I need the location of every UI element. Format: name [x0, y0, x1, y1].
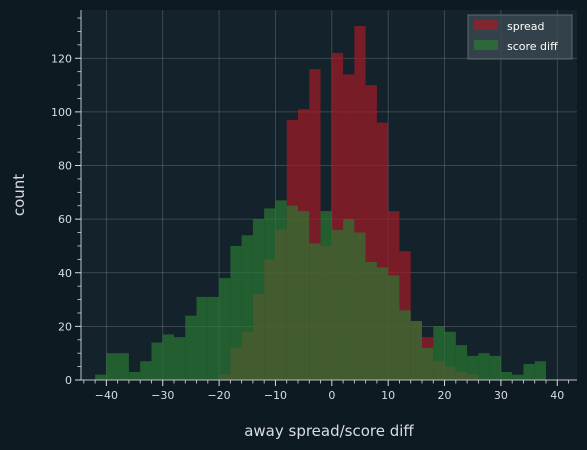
score-diff-bar: [275, 200, 287, 380]
score-diff-bar: [512, 374, 524, 380]
x-tick-label: 10: [381, 389, 395, 402]
y-tick-label: 20: [58, 320, 72, 333]
score-diff-bar: [185, 315, 197, 380]
x-tick-label: 0: [328, 389, 335, 402]
score-diff-bar: [455, 345, 468, 380]
x-tick-label: −40: [95, 389, 118, 402]
spread-bar: [331, 52, 344, 380]
score-diff-bar: [467, 355, 479, 380]
x-tick-label: 20: [438, 389, 452, 402]
y-tick-label: 40: [58, 267, 72, 280]
tick-marks: −40 −30 −20 −10 0 10 20 30 40 0 20 40 60 80 100 120: [51, 17, 569, 402]
score-diff-bar: [388, 275, 400, 380]
y-tick-label: 120: [51, 52, 72, 65]
x-tick-label: −10: [264, 389, 287, 402]
x-tick-label: 40: [550, 389, 564, 402]
score-diff-bar: [95, 374, 107, 380]
score-diff-bar: [264, 208, 276, 380]
score-diff-bar: [241, 235, 253, 380]
spread-bar: [365, 85, 377, 381]
score-diff-bar: [140, 361, 152, 380]
y-tick-label: 100: [51, 106, 72, 119]
score-diff-bars: [95, 200, 546, 380]
score-diff-bar: [162, 334, 174, 380]
score-diff-bar: [230, 245, 242, 380]
score-diff-bar: [410, 321, 422, 380]
score-diff-bar: [433, 326, 445, 380]
score-diff-bar: [298, 211, 310, 380]
score-diff-bar: [444, 331, 456, 380]
spread-bar: [354, 26, 366, 381]
x-tick-label: −20: [207, 389, 230, 402]
legend-swatch-score-diff: [474, 40, 498, 50]
score-diff-bar: [376, 267, 389, 380]
score-diff-bar: [534, 361, 546, 380]
x-axis-label: away spread/score diff: [244, 422, 414, 440]
spread-bar: [309, 68, 321, 380]
score-diff-bar: [399, 310, 411, 380]
score-diff-bar: [523, 363, 535, 380]
score-diff-bar: [500, 371, 513, 380]
x-tick-label: 30: [494, 389, 508, 402]
score-diff-bar: [207, 296, 220, 380]
score-diff-bar: [128, 371, 141, 380]
spread-bar: [376, 122, 389, 380]
score-diff-bar: [343, 219, 355, 380]
score-diff-bar: [151, 342, 163, 380]
legend-label-spread: spread: [507, 20, 545, 33]
y-axis-label: count: [10, 174, 28, 216]
score-diff-bar: [478, 353, 490, 380]
score-diff-bar: [286, 205, 298, 380]
score-diff-bar: [309, 243, 321, 380]
y-tick-label: 60: [58, 213, 72, 226]
legend-label-score-diff: score diff: [507, 40, 558, 53]
y-tick-label: 80: [58, 160, 72, 173]
score-diff-bar: [331, 229, 344, 380]
score-diff-bar: [174, 337, 186, 380]
score-diff-bar: [320, 211, 332, 380]
score-diff-bar: [219, 278, 231, 380]
score-diff-bar: [252, 219, 265, 380]
score-diff-bar: [365, 262, 377, 380]
y-tick-label: 0: [65, 374, 72, 387]
score-diff-bar: [106, 353, 118, 380]
score-diff-bar: [489, 355, 501, 380]
score-diff-bar: [117, 353, 129, 380]
score-diff-bar: [422, 347, 434, 380]
x-tick-label: −30: [151, 389, 174, 402]
score-diff-bar: [196, 296, 208, 380]
legend-swatch-spread: [474, 20, 498, 30]
score-diff-bar: [354, 232, 366, 380]
legend: spread score diff: [467, 14, 573, 60]
legend-box: [467, 14, 573, 60]
